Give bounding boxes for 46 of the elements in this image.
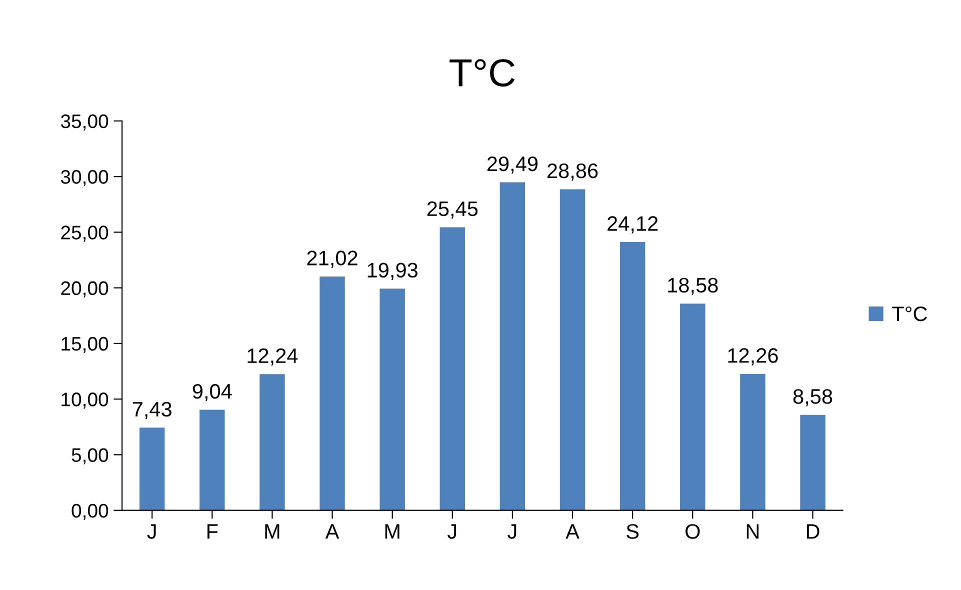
data-label: 24,12 bbox=[608, 216, 658, 234]
data-label: 28,86 bbox=[548, 163, 598, 181]
bar bbox=[320, 276, 345, 510]
y-tick-label: 15,00 bbox=[62, 336, 108, 353]
bar bbox=[680, 304, 706, 510]
x-tick-label: O bbox=[686, 524, 700, 539]
data-label: 7,43 bbox=[132, 402, 172, 420]
y-tick-label: 25,00 bbox=[61, 226, 108, 242]
bar bbox=[800, 414, 826, 510]
x-tick-label: N bbox=[746, 524, 759, 539]
x-tick-label: F bbox=[207, 524, 218, 539]
data-label: 9,04 bbox=[192, 384, 232, 402]
bar bbox=[200, 410, 225, 510]
chart-title: T°C bbox=[450, 59, 515, 87]
y-tick-label: 0,00 bbox=[72, 504, 108, 520]
data-label: 12,24 bbox=[248, 348, 298, 366]
y-tick-label: 5,00 bbox=[72, 448, 108, 464]
bar bbox=[500, 182, 526, 510]
x-tick-label: A bbox=[566, 524, 580, 539]
bar bbox=[740, 374, 766, 510]
x-tick-label: J bbox=[147, 524, 156, 539]
data-label: 8,58 bbox=[793, 389, 832, 406]
x-tick-label: J bbox=[508, 524, 516, 539]
data-label: 19,93 bbox=[368, 262, 418, 280]
x-tick-label: D bbox=[806, 524, 820, 539]
y-tick-label: 30,00 bbox=[60, 170, 108, 186]
bar bbox=[440, 227, 466, 510]
data-label: 25,45 bbox=[427, 201, 478, 219]
bar bbox=[380, 288, 405, 510]
bar bbox=[260, 374, 285, 510]
bar bbox=[560, 189, 586, 510]
data-label: 12,26 bbox=[728, 348, 778, 366]
legend-label: T°C bbox=[892, 306, 927, 322]
y-tick-label: 20,00 bbox=[61, 281, 108, 298]
x-tick-label: A bbox=[325, 524, 340, 539]
y-tick-label: 10,00 bbox=[62, 392, 108, 409]
bar bbox=[139, 428, 165, 510]
y-tick-label: 35,00 bbox=[60, 114, 108, 130]
data-label: 29,49 bbox=[487, 156, 538, 174]
x-tick-label: J bbox=[448, 524, 456, 539]
data-label: 21,02 bbox=[307, 250, 358, 268]
bar bbox=[620, 242, 646, 510]
x-tick-label: S bbox=[626, 524, 639, 539]
x-tick-label: M bbox=[385, 524, 400, 539]
x-tick-label: M bbox=[265, 524, 280, 539]
data-label: 18,58 bbox=[668, 278, 718, 296]
